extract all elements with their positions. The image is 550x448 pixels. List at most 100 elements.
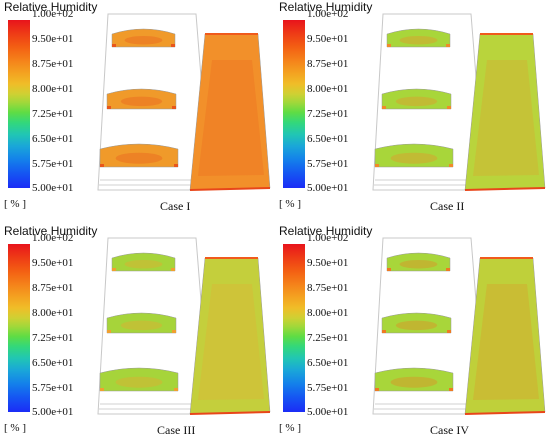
colorbar-tick-label: 1.00e+02 — [32, 232, 74, 244]
shelf-edge-mark — [112, 268, 116, 271]
shelf-edge-mark — [447, 106, 451, 109]
shelf-edge-mark — [382, 330, 386, 333]
humidity-field-diagram — [97, 13, 271, 191]
shelf-edge-mark — [107, 330, 111, 333]
shelf-swirl — [120, 320, 163, 331]
colorbar-tick-label: 1.00e+02 — [307, 232, 349, 244]
legend-title: Relative Humidity — [4, 0, 98, 14]
shelf-edge-mark — [446, 268, 450, 271]
shelf-swirl — [399, 259, 438, 269]
bed-gradient-band — [473, 60, 539, 176]
shelf-field-3 — [374, 143, 454, 168]
legend-title: Relative Humidity — [279, 0, 373, 14]
shelf-field-2 — [106, 88, 177, 110]
shelf-edge-mark — [100, 388, 104, 391]
bed-gradient-band — [473, 284, 539, 400]
shelf-edge-mark — [449, 164, 453, 167]
bed-gradient-band — [198, 60, 264, 176]
panel-case-1: Relative Humidity 1.00e+02 9.50e+01 8.75e+0… — [0, 0, 275, 224]
colorbar-tick-label: 9.50e+01 — [32, 33, 74, 45]
colorbar-tick-label: 6.50e+01 — [32, 133, 74, 145]
shelf-edge-mark — [174, 164, 178, 167]
colorbar-tick-label: 5.75e+01 — [32, 158, 74, 170]
colorbar — [8, 20, 30, 188]
colorbar-tick-label: 5.00e+01 — [307, 406, 349, 418]
bed-bottom-edge — [189, 187, 271, 191]
case-label: Case I — [160, 199, 191, 213]
unit-label: [ % ] — [279, 422, 301, 434]
colorbar-tick-label: 8.00e+01 — [307, 307, 349, 319]
colorbar-tick-label: 5.00e+01 — [32, 182, 74, 194]
humidity-field-diagram — [97, 237, 271, 415]
shelf-field-3 — [99, 143, 179, 168]
panel-case-2: Relative Humidity 1.00e+02 9.50e+01 8.75e+0… — [275, 0, 550, 224]
bed-bottom-edge — [464, 411, 546, 415]
colorbar — [283, 244, 305, 412]
shelf-field-2 — [381, 312, 452, 334]
shelf-swirl — [390, 376, 438, 388]
shelf-field-2 — [381, 88, 452, 110]
colorbar-tick-label: 5.75e+01 — [307, 158, 349, 170]
colorbar-tick-label: 6.50e+01 — [307, 133, 349, 145]
colorbar-tick-label: 8.75e+01 — [32, 282, 74, 294]
colorbar-tick-label: 5.00e+01 — [32, 406, 74, 418]
shelf-edge-mark — [446, 44, 450, 47]
colorbar-tick-label: 5.75e+01 — [307, 382, 349, 394]
colorbar-tick-label: 8.00e+01 — [32, 307, 74, 319]
shelf-edge-mark — [112, 44, 116, 47]
shelf-swirl — [395, 320, 438, 331]
bed-bottom-edge — [189, 411, 271, 415]
colorbar-tick-label: 1.00e+02 — [307, 8, 349, 20]
shelf-edge-mark — [174, 388, 178, 391]
colorbar-tick-label: 8.75e+01 — [307, 282, 349, 294]
shelf-edge-mark — [171, 44, 175, 47]
shelf-field-1 — [111, 252, 176, 272]
shelf-edge-mark — [387, 44, 391, 47]
panel-case-3: Relative Humidity 1.00e+02 9.50e+01 8.75e+0… — [0, 224, 275, 448]
shelf-field-3 — [374, 367, 454, 392]
shelf-swirl — [395, 96, 438, 107]
bed-gradient-band — [198, 284, 264, 400]
colorbar-tick-label: 9.50e+01 — [307, 257, 349, 269]
bed-bottom-edge — [464, 187, 546, 191]
shelf-edge-mark — [447, 330, 451, 333]
colorbar-tick-label: 7.25e+01 — [307, 332, 349, 344]
shelf-edge-mark — [387, 268, 391, 271]
colorbar — [8, 244, 30, 412]
humidity-field-diagram — [372, 237, 546, 415]
shelf-edge-mark — [375, 388, 379, 391]
case-label: Case II — [430, 199, 465, 213]
panel-case-4: Relative Humidity 1.00e+02 9.50e+01 8.75e+0… — [275, 224, 550, 448]
shelf-field-1 — [386, 252, 451, 272]
shelf-edge-mark — [172, 330, 176, 333]
shelf-edge-mark — [171, 268, 175, 271]
colorbar-tick-label: 7.25e+01 — [32, 108, 74, 120]
humidity-field-diagram — [372, 13, 546, 191]
shelf-edge-mark — [449, 388, 453, 391]
legend-title: Relative Humidity — [4, 224, 98, 238]
unit-label: [ % ] — [4, 198, 26, 210]
colorbar-tick-label: 1.00e+02 — [32, 8, 74, 20]
colorbar-tick-label: 5.00e+01 — [307, 182, 349, 194]
shelf-edge-mark — [375, 164, 379, 167]
colorbar-tick-label: 6.50e+01 — [307, 357, 349, 369]
shelf-field-2 — [106, 312, 177, 334]
colorbar-tick-label: 8.75e+01 — [32, 58, 74, 70]
shelf-swirl — [124, 35, 163, 45]
shelf-swirl — [115, 376, 163, 388]
shelf-field-1 — [111, 28, 176, 48]
shelf-swirl — [124, 259, 163, 269]
colorbar-tick-label: 9.50e+01 — [307, 33, 349, 45]
colorbar-tick-label: 8.75e+01 — [307, 58, 349, 70]
shelf-edge-mark — [382, 106, 386, 109]
unit-label: [ % ] — [4, 422, 26, 434]
shelf-swirl — [120, 96, 163, 107]
shelf-edge-mark — [107, 106, 111, 109]
colorbar-tick-label: 6.50e+01 — [32, 357, 74, 369]
shelf-swirl — [390, 152, 438, 164]
colorbar-tick-label: 8.00e+01 — [307, 83, 349, 95]
shelf-field-3 — [99, 367, 179, 392]
shelf-swirl — [399, 35, 438, 45]
case-label: Case IV — [430, 423, 469, 437]
legend-title: Relative Humidity — [279, 224, 373, 238]
